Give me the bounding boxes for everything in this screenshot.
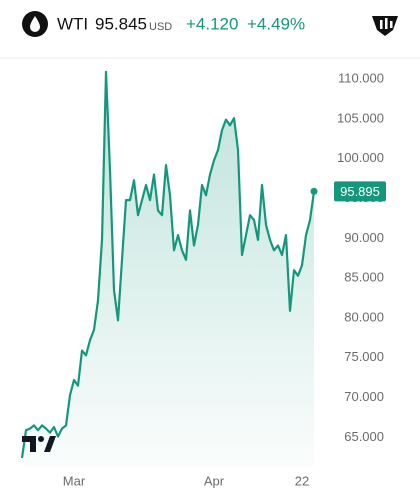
x-tick-label: Apr: [204, 473, 225, 488]
x-tick-label: Mar: [63, 473, 86, 488]
x-tick-label: 22: [295, 473, 309, 488]
price-line: [20, 70, 316, 459]
drop-icon: [30, 16, 40, 32]
change: +4.120: [186, 14, 238, 33]
y-tick-label: 105.000: [337, 110, 384, 125]
symbol: WTI: [57, 14, 88, 33]
y-tick-label: 80.000: [344, 309, 384, 324]
currency: USD: [149, 21, 172, 33]
change-percent: +4.49%: [247, 14, 305, 33]
last-price-box: [334, 181, 386, 202]
y-tick-label: 75.000: [344, 349, 384, 364]
area-fill: [22, 71, 314, 467]
y-tick-label: 100.000: [337, 150, 384, 165]
y-tick-label: 70.000: [344, 389, 384, 404]
last-price-label: 95.895: [340, 184, 380, 199]
tradingview-logo: [22, 436, 56, 452]
y-tick-label: 110.000: [338, 71, 384, 86]
price: 95.845: [95, 14, 147, 33]
y-tick-label: 85.000: [344, 270, 384, 285]
alert-button[interactable]: [372, 16, 398, 36]
y-tick-label: 90.000: [344, 230, 384, 245]
y-tick-label: 65.000: [344, 429, 384, 444]
last-point: [310, 187, 318, 195]
plot: 65.00070.00075.00080.00085.00090.00095.0…: [20, 70, 386, 488]
